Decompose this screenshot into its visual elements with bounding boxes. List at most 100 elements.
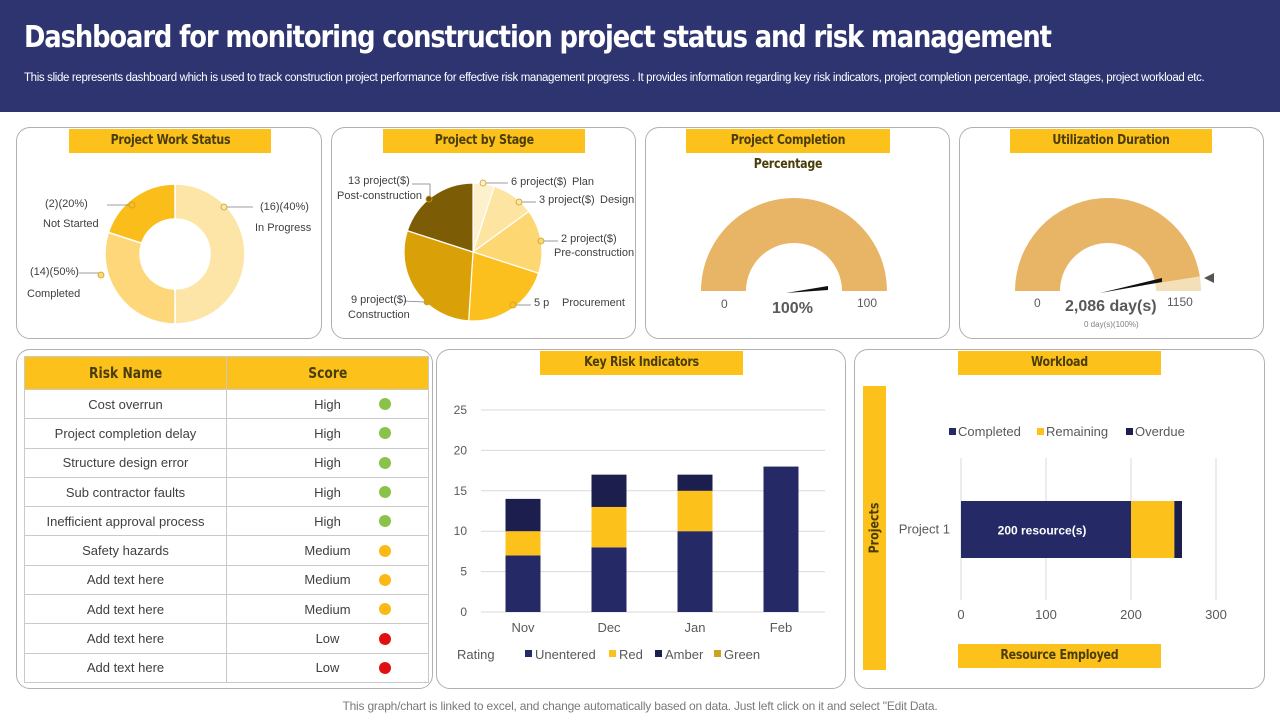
- workload-bar-chart[interactable]: 0 100 200 300 200 resource(s) Project 1 Comple…: [855, 350, 1266, 690]
- pie-slice-construction[interactable]: [403, 229, 474, 322]
- procurement-value: 5 p: [534, 297, 550, 309]
- footer-note: This graph/chart is linked to excel, and…: [342, 699, 938, 713]
- risk-status-dot-icon: [379, 398, 391, 411]
- construction-label: Construction: [348, 309, 410, 321]
- projects-axis-label: Projects: [863, 386, 886, 670]
- project-stage-card: Project by Stage 6 project($) Plan 3 pro…: [331, 127, 636, 339]
- plan-value: 6 project($): [511, 176, 567, 188]
- risk-name-cell: Safety hazards: [24, 535, 227, 566]
- risk-status-dot-icon: [379, 573, 391, 586]
- risk-score-text: Low: [315, 660, 340, 676]
- risk-table-row: Add text here Low: [24, 623, 429, 654]
- pie-slice-post-construction[interactable]: [406, 182, 474, 253]
- risk-score-cell: Medium: [226, 594, 429, 625]
- donut-slice-completed[interactable]: [104, 231, 176, 325]
- completion-max-label: 100: [857, 296, 878, 310]
- risk-score-cell: High: [226, 476, 429, 508]
- donut-leader-marker: [220, 203, 228, 211]
- post-construction-value: 13 project($): [348, 175, 410, 187]
- kri-bar-unentered-nov[interactable]: [505, 555, 541, 612]
- risk-status-dot-icon: [379, 632, 391, 645]
- risk-table-row: Cost overrun High: [24, 388, 429, 420]
- kri-y-tick-label: 5: [460, 565, 467, 579]
- utilization-min-label: 0: [1034, 296, 1041, 310]
- header-banner: Dashboard for monitoring construction pr…: [0, 0, 1280, 112]
- construction-value: 9 project($): [351, 294, 407, 306]
- in-progress-value: (16)(40%): [260, 201, 309, 213]
- donut-slice-in-progress[interactable]: [174, 183, 246, 325]
- risk-table-row: Project completion delay High: [24, 418, 429, 449]
- workload-x-tick-label: 100: [1035, 607, 1057, 622]
- workload-category-label: Project 1: [899, 522, 950, 537]
- post-construction-label: Post-construction: [337, 190, 422, 202]
- pie-slice-procurement[interactable]: [468, 251, 540, 322]
- utilization-value: 2,086 day(s): [1065, 298, 1157, 315]
- risk-score-text: Low: [315, 631, 340, 647]
- risk-score-text: High: [314, 425, 341, 441]
- plan-label: Plan: [572, 176, 595, 188]
- risk-table-header: Risk Name Score: [24, 356, 429, 390]
- workload-x-tick-label: 300: [1205, 607, 1227, 622]
- workload-card: Workload Projects Resource Employed 0 100…: [854, 349, 1265, 689]
- risk-score-cell: High: [226, 506, 429, 537]
- risk-status-dot-icon: [379, 661, 391, 674]
- kri-y-tick-label: 20: [454, 443, 468, 457]
- risk-score-text: Medium: [304, 601, 351, 617]
- page-title: Dashboard for monitoring construction pr…: [24, 20, 1052, 55]
- kri-bar-unentered-feb[interactable]: [763, 466, 799, 612]
- risk-name-cell: Add text here: [24, 623, 227, 654]
- risk-name-cell: Add text here: [24, 564, 227, 596]
- not-started-value: (2)(20%): [45, 198, 88, 210]
- risk-score-cell: High: [226, 388, 429, 420]
- kri-bar-amber-dec[interactable]: [591, 474, 627, 507]
- risk-score-cell: Low: [226, 652, 429, 683]
- kri-bar-red-dec[interactable]: [591, 506, 627, 548]
- kri-legend-label[interactable]: Unentered: [535, 647, 596, 662]
- kri-bar-amber-nov[interactable]: [505, 498, 541, 532]
- design-value: 3 project($): [539, 194, 595, 206]
- risk-status-dot-icon: [379, 486, 391, 499]
- kri-bar-red-nov[interactable]: [505, 531, 541, 556]
- workload-bar-remaining[interactable]: [1131, 501, 1175, 558]
- utilization-sub-label: 0 day(s)(100%): [1084, 320, 1139, 329]
- gauge-pointer-icon: [1204, 273, 1214, 283]
- workload-x-tick-label: 0: [957, 607, 964, 622]
- risk-score-cell: High: [226, 447, 429, 478]
- risk-score-text: Medium: [304, 543, 351, 559]
- kri-legend-label[interactable]: Amber: [665, 647, 704, 662]
- project-stage-pie-chart[interactable]: [332, 128, 637, 340]
- risk-table: Risk Name Score Cost overrun High Project …: [24, 356, 429, 683]
- project-stage-title: Project by Stage: [383, 129, 585, 153]
- risk-name-cell: Add text here: [24, 594, 227, 625]
- pie-leader-marker: [515, 198, 523, 206]
- utilization-max-label: 1150: [1167, 295, 1193, 309]
- pie-leader-marker: [479, 179, 487, 187]
- key-risk-bar-chart[interactable]: 0 5 10 15 20 25 Nov Dec Jan Feb Rating Unentered Red…: [437, 350, 847, 690]
- pie-leader-line: [412, 183, 431, 196]
- kri-bar-unentered-jan[interactable]: [677, 531, 713, 612]
- utilization-gauge: [1015, 198, 1214, 293]
- gauge-fill-arc: [1015, 198, 1200, 291]
- workload-legend-label[interactable]: Completed: [958, 424, 1021, 439]
- workload-bar-overdue[interactable]: [1174, 501, 1182, 558]
- kri-bar-unentered-dec[interactable]: [591, 547, 627, 612]
- kri-x-tick-label: Feb: [770, 620, 792, 635]
- kri-bar-amber-jan[interactable]: [677, 474, 713, 491]
- kri-legend-swatch-icon: [655, 650, 662, 657]
- work-status-donut-chart[interactable]: [17, 128, 323, 340]
- pie-leader-marker: [509, 301, 517, 309]
- risk-status-dot-icon: [379, 456, 391, 469]
- workload-bar-completed[interactable]: [961, 501, 1131, 558]
- kri-bar-red-jan[interactable]: [677, 490, 713, 532]
- design-label: Design: [600, 194, 635, 206]
- kri-legend-title: Rating: [457, 647, 495, 662]
- kri-legend-swatch-icon: [714, 650, 721, 657]
- kri-legend-label[interactable]: Red: [619, 647, 643, 662]
- kri-legend-label[interactable]: Green: [724, 647, 760, 662]
- workload-legend-label[interactable]: Overdue: [1135, 424, 1185, 439]
- risk-name-cell: Cost overrun: [24, 388, 227, 420]
- kri-y-tick-label: 10: [454, 524, 468, 538]
- workload-legend-label[interactable]: Remaining: [1046, 424, 1108, 439]
- gauge-needle-icon: [786, 286, 828, 293]
- donut-slice-not-started[interactable]: [107, 183, 176, 245]
